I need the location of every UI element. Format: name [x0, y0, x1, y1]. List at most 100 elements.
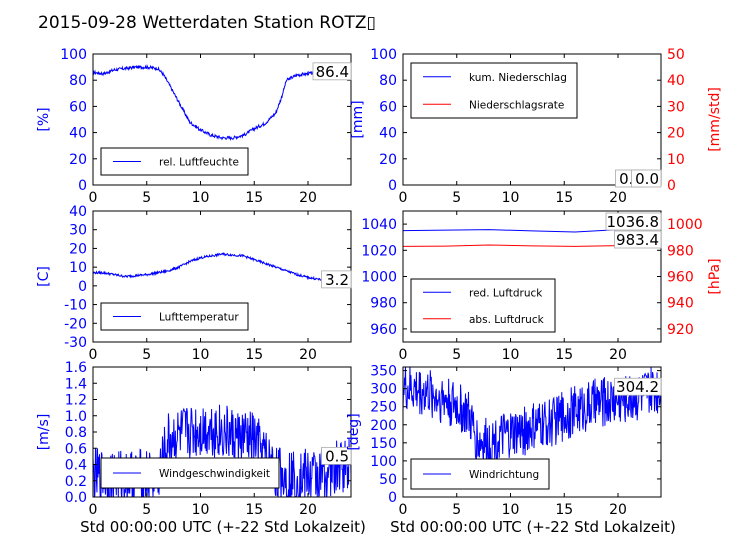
- x-tick-label: 20: [609, 502, 627, 518]
- x-tick-label: 20: [299, 502, 317, 518]
- x-tick-label: 5: [452, 190, 461, 206]
- panel-precipitation: 0 5 10 15 20 0 20 40 60 80 100 0 10 20 30 40 50 [mm/std] […: [350, 47, 723, 206]
- y-tick-label: 960: [370, 322, 397, 338]
- last-value-box: [614, 377, 662, 396]
- y-tick-label: -30: [64, 335, 87, 351]
- y-tick-label: 20: [69, 152, 87, 168]
- last-value-box: [605, 212, 662, 231]
- y-tick-label: 100: [370, 47, 397, 63]
- y-tick-label: 1040: [361, 217, 397, 233]
- y-tick-label: 1.6: [65, 360, 87, 376]
- x-tick-label: 15: [555, 190, 573, 206]
- panel-windspeed: 0 5 10 15 20 0.00.20.40.60.81.01.21.41.6 [m/s]…: [36, 360, 352, 518]
- legend-box: [410, 62, 578, 119]
- y2-tick-label: 40: [667, 73, 685, 89]
- legend-box: [410, 458, 550, 490]
- x-tick-label: 5: [142, 502, 151, 518]
- y-tick-label: 0.4: [65, 458, 87, 474]
- x-tick-label: 5: [142, 347, 151, 363]
- y2-tick-label: 960: [667, 270, 694, 286]
- last-value-label: 3.2: [325, 271, 349, 289]
- x-tick-label: 10: [502, 190, 520, 206]
- x-tick-label: 10: [192, 190, 210, 206]
- series-line-winddirection-0: [403, 367, 661, 466]
- x-axis-label-right: Std 00:00:00 UTC (+-22 Std Lokalzeit): [390, 518, 676, 536]
- x-tick-label: 10: [192, 347, 210, 363]
- last-value-box: [312, 62, 352, 81]
- plot-frame-precipitation: [402, 53, 662, 186]
- legend-label: red. Luftdruck: [469, 287, 543, 299]
- x-tick-label: 10: [502, 347, 520, 363]
- last-value-label: 86.4: [316, 63, 349, 81]
- y2-tick-label: 920: [667, 322, 694, 338]
- y-tick-label: 350: [370, 364, 397, 380]
- legend-box: [100, 302, 249, 331]
- y-tick-label: 0: [388, 490, 397, 506]
- y-tick-label: 20: [379, 152, 397, 168]
- last-value-label: 1036.8: [607, 213, 660, 231]
- last-value-label: 0.0: [635, 170, 659, 188]
- figure-title: 2015-09-28 Wetterdaten Station ROTZ▯: [38, 13, 376, 33]
- x-axis-label-left: Std 00:00:00 UTC (+-22 Std Lokalzeit): [80, 518, 366, 536]
- y-axis-label: [m/s]: [36, 414, 52, 451]
- y-tick-label: 40: [379, 126, 397, 142]
- x-tick-label: 20: [609, 347, 627, 363]
- y-tick-label: 150: [370, 436, 397, 452]
- y-tick-label: 980: [370, 296, 397, 312]
- panel-winddirection: 0 5 10 15 20050100150200250300350[deg]304.2W…: [346, 364, 662, 518]
- legend-label: Lufttemperatur: [159, 312, 239, 324]
- x-tick-label: 0: [399, 347, 408, 363]
- y-axis-label: [mm]: [350, 100, 366, 138]
- y-tick-label: 10: [69, 260, 87, 276]
- y-tick-label: 20: [69, 241, 87, 257]
- y-tick-label: -10: [64, 298, 87, 314]
- y-tick-label: 50: [379, 472, 397, 488]
- x-tick-label: 15: [245, 347, 263, 363]
- x-tick-label: 15: [245, 502, 263, 518]
- x-tick-label: 0: [89, 502, 98, 518]
- x-tick-label: 5: [452, 502, 461, 518]
- legend-box: [100, 457, 280, 489]
- x-tick-label: 20: [609, 190, 627, 206]
- legend-label: Windrichtung: [469, 469, 539, 481]
- y2-tick-label: 980: [667, 243, 694, 259]
- legend-label: abs. Luftdruck: [469, 314, 545, 326]
- y-tick-label: 60: [379, 99, 397, 115]
- x-tick-label: 0: [399, 502, 408, 518]
- y-tick-label: 80: [379, 73, 397, 89]
- y-tick-label: 40: [69, 126, 87, 142]
- legend-winddirection: Windrichtung: [410, 458, 550, 490]
- y-tick-label: 200: [370, 418, 397, 434]
- y-tick-label: 80: [69, 73, 87, 89]
- y2-axis-label: [hPa]: [707, 258, 723, 294]
- x-tick-label: 5: [452, 347, 461, 363]
- y-tick-label: -20: [64, 316, 87, 332]
- y-tick-label: 0: [388, 178, 397, 194]
- y-tick-label: 40: [69, 204, 87, 220]
- last-value-box: [321, 270, 352, 289]
- y-tick-label: 0.8: [65, 425, 87, 441]
- y-axis-label: [%]: [36, 107, 52, 131]
- y-tick-label: 100: [60, 47, 87, 63]
- y-tick-label: 0.6: [65, 441, 87, 457]
- series-line-humidity-0: [93, 63, 351, 141]
- legend-temperature: Lufttemperatur: [100, 302, 249, 331]
- legend-pressure: red. Luftdruck abs. Luftdruck: [410, 278, 556, 333]
- y2-tick-label: 20: [667, 126, 685, 142]
- x-tick-label: 0: [89, 190, 98, 206]
- y-tick-label: 0: [78, 279, 87, 295]
- legend-humidity: rel. Luftfeuchte: [100, 147, 249, 176]
- x-tick-label: 0: [89, 347, 98, 363]
- panel-pressure: 0 5 10 15 20 960 980 1000 1020 1040 920 940 960 980 10…: [361, 210, 723, 363]
- y2-axis-label: [mm/std]: [707, 87, 723, 152]
- last-value-label: 304.2: [616, 378, 659, 396]
- y-tick-label: 0: [78, 178, 87, 194]
- x-tick-label: 20: [299, 347, 317, 363]
- x-tick-label: 10: [502, 502, 520, 518]
- panel-humidity: 0 5 10 15 20 0 20 40 60 80 100 [%] 86.4 rel. Luftfeuc…: [36, 47, 352, 206]
- y2-tick-label: 1000: [667, 217, 703, 233]
- series-line-windspeed-0: [93, 404, 351, 497]
- y-tick-label: 300: [370, 382, 397, 398]
- legend-box: [410, 278, 556, 333]
- legend-windspeed: Windgeschwindigkeit: [100, 457, 280, 489]
